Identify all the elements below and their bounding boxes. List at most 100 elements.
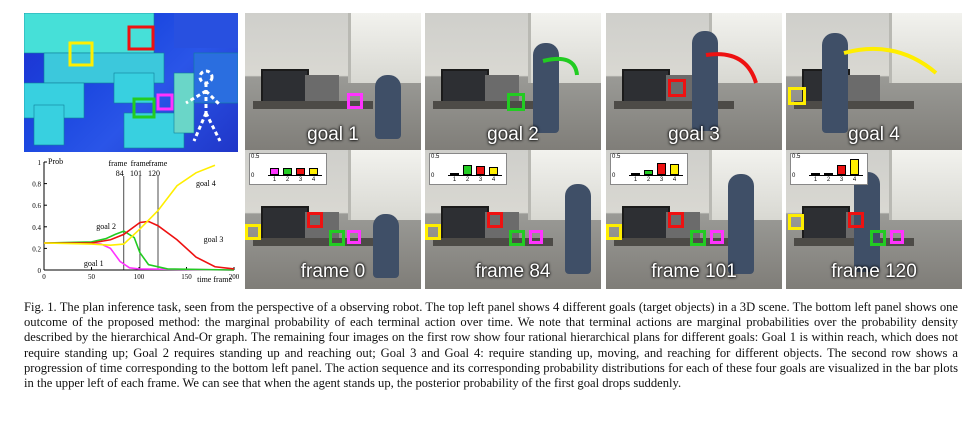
bar-xlabel: 2 — [465, 177, 470, 183]
frame-marker-value: 84 — [116, 169, 124, 178]
frame0-goal2-box — [329, 230, 345, 246]
frame120-goal3-box — [848, 212, 864, 228]
goal-2-photo: goal 2 — [425, 13, 601, 152]
goal-3-photo: goal 3 — [606, 13, 782, 152]
frame-0-photo: 0.5 0 1 2 3 4 frame 0 — [245, 150, 421, 289]
annotation-goal-2: goal 2 — [96, 222, 116, 231]
frame0-goal4-box — [245, 224, 261, 240]
bar-plot-frame-101: 0.5 0 1 2 3 4 — [610, 153, 688, 185]
bar-goal-3 — [837, 165, 846, 175]
bar-goal-2 — [463, 165, 472, 175]
goal3-box — [668, 79, 686, 97]
goal-2-label: goal 2 — [487, 124, 539, 145]
frame-120-label: frame 120 — [831, 261, 917, 282]
frame101-goal2-box — [690, 230, 706, 246]
frame-marker-value: 120 — [148, 169, 160, 178]
bar-xlabel: 2 — [285, 177, 290, 183]
bar-plot-frame-120: 0.5 0 1 2 3 4 — [790, 153, 868, 185]
bar-xlabel: 3 — [839, 177, 844, 183]
y-tick-label: 1 — [38, 159, 42, 167]
bar-plot-frame-0: 0.5 0 1 2 3 4 — [249, 153, 327, 185]
frame84-goal3-box — [487, 212, 503, 228]
bar-xlabel: 4 — [491, 177, 496, 183]
bar-yzero: 0 — [792, 173, 796, 179]
y-tick-label: 0.6 — [32, 202, 41, 210]
x-axis-label: time frame — [197, 275, 232, 284]
frame-84-label: frame 84 — [475, 261, 551, 282]
bar-goal-1 — [270, 168, 279, 175]
scene-skeleton — [185, 69, 222, 142]
goal-3-label: goal 3 — [668, 124, 720, 145]
figure-caption: Fig. 1. The plan inference task, seen fr… — [24, 300, 958, 391]
figure-number: Fig. 1. — [24, 300, 57, 314]
goal1-box — [347, 93, 363, 109]
bar-yzero: 0 — [251, 173, 255, 179]
goal-1-photo: goal 1 — [245, 13, 421, 152]
bar-goal-2 — [283, 168, 292, 175]
frame101-goal4-box — [606, 224, 622, 240]
frame120-goal2-box — [870, 230, 886, 246]
bar-goal-4 — [670, 164, 679, 175]
y-tick-label: 0.4 — [32, 224, 41, 232]
bar-xlabel: 3 — [298, 177, 303, 183]
bar-xlabel: 1 — [272, 177, 277, 183]
bar-goal-2 — [644, 170, 653, 175]
bar-goal-3 — [476, 166, 485, 175]
goal4-box — [788, 87, 806, 105]
bar-yzero: 0 — [612, 173, 616, 179]
series-line-goal-4 — [43, 164, 216, 246]
bar-goal-4 — [309, 168, 318, 175]
y-axis-label: Prob — [48, 157, 63, 166]
frame-0-label: frame 0 — [300, 261, 366, 282]
bar-xlabel: 4 — [672, 177, 677, 183]
bar-goal-4 — [489, 167, 498, 175]
bar-goal-3 — [296, 168, 305, 175]
bar-xlabel: 2 — [826, 177, 831, 183]
frame120-goal4-box — [788, 214, 804, 230]
bar-ytick: 0.5 — [612, 154, 621, 160]
frame-84-photo: 0.5 0 1 2 3 4 frame 84 — [425, 150, 601, 289]
x-tick-label: 0 — [42, 273, 46, 281]
y-tick-label: 0.2 — [32, 245, 41, 253]
bar-goal-1 — [631, 173, 640, 175]
y-tick-label: 0 — [38, 267, 42, 275]
x-tick-label: 50 — [88, 273, 96, 281]
frame84-goal1-box — [529, 230, 543, 244]
goal-4-label: goal 4 — [848, 124, 900, 145]
frame101-goal3-box — [668, 212, 684, 228]
bar-goal-2 — [824, 173, 833, 175]
bar-xlabel: 3 — [478, 177, 483, 183]
frame-marker-label: frame — [149, 159, 168, 168]
annotation-goal-3: goal 3 — [204, 235, 224, 244]
bar-yzero: 0 — [431, 173, 435, 179]
y-tick-label: 0.8 — [32, 181, 41, 189]
frame-101-label: frame 101 — [651, 261, 737, 282]
bar-ytick: 0.5 — [792, 154, 801, 160]
bar-plot-frame-84: 0.5 0 1 2 3 4 — [429, 153, 507, 185]
goal-4-photo: goal 4 — [786, 13, 962, 152]
goal2-box — [507, 93, 525, 111]
scene-3d-panel — [24, 13, 238, 152]
frame-101-photo: 0.5 0 1 2 3 4 frame 101 — [606, 150, 782, 289]
bar-ytick: 0.5 — [251, 154, 260, 160]
frame84-goal4-box — [425, 224, 441, 240]
frame-marker-label: frame — [108, 159, 127, 168]
bar-xlabel: 1 — [813, 177, 818, 183]
caption-text: The plan inference task, seen from the p… — [24, 300, 959, 391]
scene-goal4-box — [68, 41, 94, 67]
annotation-goal-1: goal 1 — [84, 259, 104, 268]
x-tick-label: 100 — [134, 273, 145, 281]
bar-xlabel: 4 — [852, 177, 857, 183]
goal-1-label: goal 1 — [307, 124, 359, 145]
bar-goal-4 — [850, 159, 859, 175]
frame84-goal2-box — [509, 230, 525, 246]
bar-ytick: 0.5 — [431, 154, 440, 160]
scene-goal3-box — [127, 25, 155, 51]
frame0-goal3-box — [307, 212, 323, 228]
probability-line-chart: Prob time frame 0 0.2 0.4 0.6 0.8 1 0 50 100 150 200… — [32, 157, 240, 284]
bar-xlabel: 1 — [633, 177, 638, 183]
bar-goal-1 — [450, 173, 459, 175]
scene-goal1-box — [156, 93, 174, 111]
series-line-goal-2 — [43, 230, 235, 271]
frame-marker-value: 101 — [130, 169, 142, 178]
